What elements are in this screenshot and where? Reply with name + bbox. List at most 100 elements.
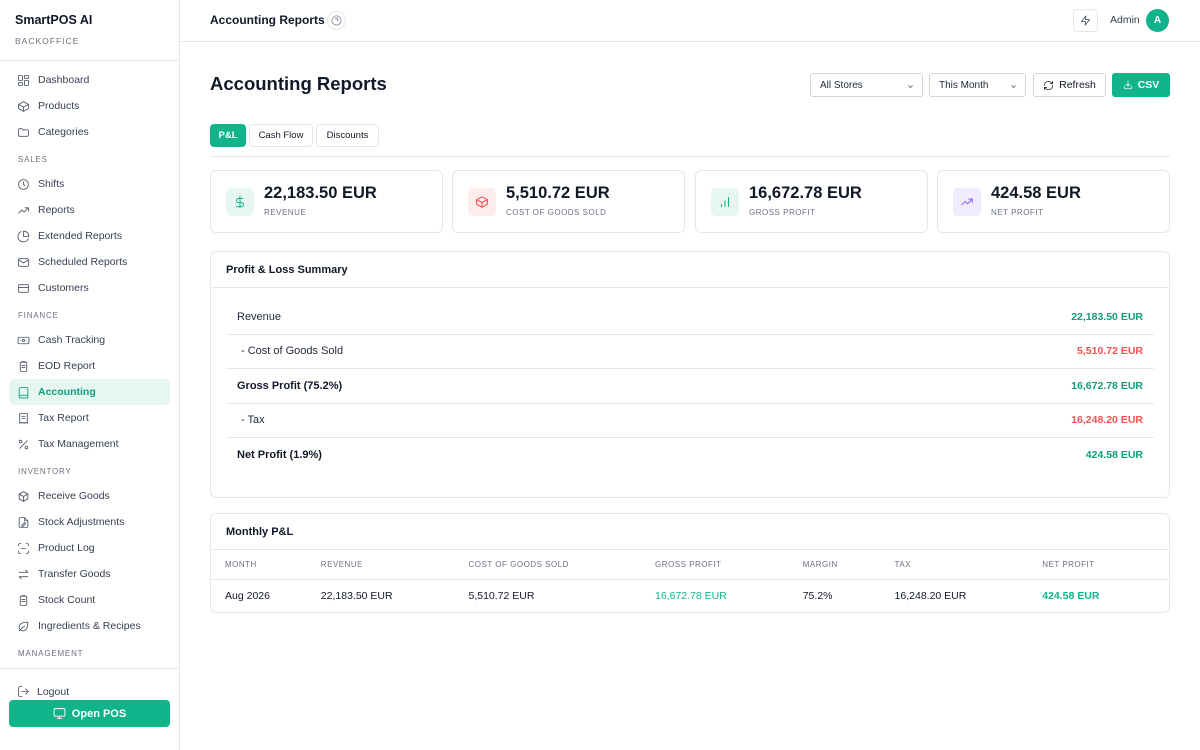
sidebar-item-extended-reports[interactable]: Extended Reports	[9, 223, 170, 249]
stat-label: COST OF GOODS SOLD	[506, 208, 607, 217]
sidebar-item-receive-goods[interactable]: Receive Goods	[9, 483, 170, 509]
pl-summary-rows: Revenue 22,183.50 EUR - Cost of Goods Sold…	[211, 288, 1169, 473]
sidebar-item-reports[interactable]: Reports	[9, 197, 170, 223]
stat-card-net-profit: 424.58 EUR NET PROFIT	[937, 170, 1170, 233]
bar-chart-icon	[711, 188, 739, 216]
sidebar-item-products[interactable]: Products	[9, 93, 170, 119]
stat-value: 424.58 EUR	[991, 184, 1081, 202]
download-icon	[1123, 80, 1132, 90]
stat-label: NET PROFIT	[991, 208, 1044, 217]
sidebar-item-stock-count[interactable]: Stock Count	[9, 587, 170, 613]
tabs-divider	[210, 156, 1170, 157]
chevron-down-icon	[907, 82, 914, 89]
section-label-sales: SALES	[18, 155, 48, 164]
tab-cash-flow[interactable]: Cash Flow	[249, 124, 313, 147]
sidebar-item-label: Transfer Goods	[38, 568, 111, 580]
folder-icon	[17, 126, 30, 139]
pl-summary-title: Profit & Loss Summary	[211, 252, 1169, 288]
mail-icon	[17, 256, 30, 269]
sidebar-item-customers[interactable]: Customers	[9, 275, 170, 301]
chevron-down-icon	[1010, 82, 1017, 89]
column-header: TAX	[894, 550, 1043, 580]
table-cell: 424.58 EUR	[1042, 589, 1100, 602]
pl-row-label: Revenue	[237, 310, 282, 323]
clipboard-icon	[17, 360, 30, 373]
csv-export-button[interactable]: CSV	[1112, 73, 1170, 97]
sidebar-item-scheduled-reports[interactable]: Scheduled Reports	[9, 249, 170, 275]
logout-button[interactable]: Logout	[17, 685, 69, 698]
table-cell: 22,183.50 EUR	[320, 589, 393, 602]
bolt-icon	[1081, 15, 1090, 26]
sidebar-item-label: Stock Count	[38, 594, 96, 606]
tab-pnl[interactable]: P&L	[210, 124, 246, 147]
sidebar-item-stock-adjustments[interactable]: Stock Adjustments	[9, 509, 170, 535]
column-header: MONTH	[211, 550, 321, 580]
table-cell: Aug 2026	[225, 589, 270, 602]
quick-action-button[interactable]	[1073, 9, 1098, 32]
column-header: COST OF GOODS SOLD	[468, 550, 656, 580]
help-icon[interactable]	[327, 11, 346, 30]
pl-row: - Tax 16,248.20 EUR	[226, 404, 1154, 438]
stat-value: 16,672.78 EUR	[749, 184, 862, 202]
sidebar-item-label: Dashboard	[38, 74, 90, 86]
column-header: NET PROFIT	[1042, 550, 1169, 580]
sidebar-item-accounting[interactable]: Accounting	[9, 379, 170, 405]
sidebar-item-label: Tax Management	[38, 438, 119, 450]
clock-icon	[17, 178, 30, 191]
tab-discounts[interactable]: Discounts	[316, 124, 379, 147]
sidebar-item-label: Tax Report	[38, 412, 89, 424]
arrows-icon	[17, 568, 30, 581]
section-label-management: MANAGEMENT	[18, 649, 84, 658]
topbar: Accounting Reports Admin A	[180, 0, 1200, 42]
sidebar-item-ingredients-recipes[interactable]: Ingredients & Recipes	[9, 613, 170, 639]
sidebar-item-tax-management[interactable]: Tax Management	[9, 431, 170, 457]
column-header: MARGIN	[802, 550, 895, 580]
user-name: Admin	[1110, 14, 1140, 26]
sidebar-item-label: Product Log	[38, 542, 95, 554]
report-tabs: P&L Cash Flow Discounts	[210, 124, 382, 147]
sidebar: SmartPOS AI BACKOFFICE Dashboard Products…	[0, 0, 180, 750]
sidebar-item-categories[interactable]: Categories	[9, 119, 170, 145]
section-label-inventory: INVENTORY	[18, 467, 72, 476]
open-pos-button[interactable]: Open POS	[9, 700, 170, 727]
dollar-icon	[226, 188, 254, 216]
pl-row-value: 22,183.50 EUR	[1071, 310, 1143, 323]
refresh-label: Refresh	[1059, 79, 1096, 91]
table-header-row: MONTH REVENUE COST OF GOODS SOLD GROSS PROF…	[211, 550, 1169, 580]
sidebar-item-tax-report[interactable]: Tax Report	[9, 405, 170, 431]
sidebar-item-dashboard[interactable]: Dashboard	[9, 67, 170, 93]
avatar[interactable]: A	[1146, 9, 1169, 32]
dashboard-icon	[17, 74, 30, 87]
refresh-button[interactable]: Refresh	[1033, 73, 1106, 97]
boxes-icon	[17, 490, 30, 503]
pl-row-value: 5,510.72 EUR	[1077, 345, 1143, 358]
monthly-pl-title: Monthly P&L	[211, 514, 1169, 550]
pie-chart-icon	[17, 230, 30, 243]
sidebar-item-label: EOD Report	[38, 360, 96, 372]
sidebar-nav: Dashboard Products Categories SALES Shifts Re…	[0, 67, 179, 667]
store-select-value: All Stores	[820, 79, 863, 91]
monitor-icon	[53, 708, 66, 719]
table-cell: 16,672.78 EUR	[655, 589, 727, 602]
pl-row: - Cost of Goods Sold 5,510.72 EUR	[226, 335, 1154, 369]
store-select[interactable]: All Stores	[810, 73, 923, 97]
pl-summary-panel: Profit & Loss Summary Revenue 22,183.50 E…	[210, 251, 1170, 498]
logout-icon	[18, 686, 29, 697]
sidebar-item-label: Scheduled Reports	[38, 256, 128, 268]
pl-row-value: 16,672.78 EUR	[1071, 379, 1143, 392]
banknote-icon	[17, 334, 30, 347]
period-select[interactable]: This Month	[929, 73, 1026, 97]
sidebar-item-eod-report[interactable]: EOD Report	[9, 353, 170, 379]
sidebar-item-cash-tracking[interactable]: Cash Tracking	[9, 327, 170, 353]
sidebar-footer: Logout Open POS	[0, 668, 179, 750]
stat-value: 22,183.50 EUR	[264, 184, 377, 202]
stat-cards: 22,183.50 EUR REVENUE 5,510.72 EUR COST OF …	[210, 170, 1170, 233]
leaf-icon	[17, 620, 30, 633]
table-body: Aug 2026 22,183.50 EUR 5,510.72 EUR 16,672.…	[211, 579, 1169, 612]
sidebar-item-shifts[interactable]: Shifts	[9, 171, 170, 197]
pl-row-label: Net Profit (1.9%)	[237, 449, 322, 462]
sidebar-item-product-log[interactable]: Product Log	[9, 535, 170, 561]
scan-icon	[17, 542, 30, 555]
pl-row-value: 424.58 EUR	[1085, 449, 1143, 462]
sidebar-item-transfer-goods[interactable]: Transfer Goods	[9, 561, 170, 587]
